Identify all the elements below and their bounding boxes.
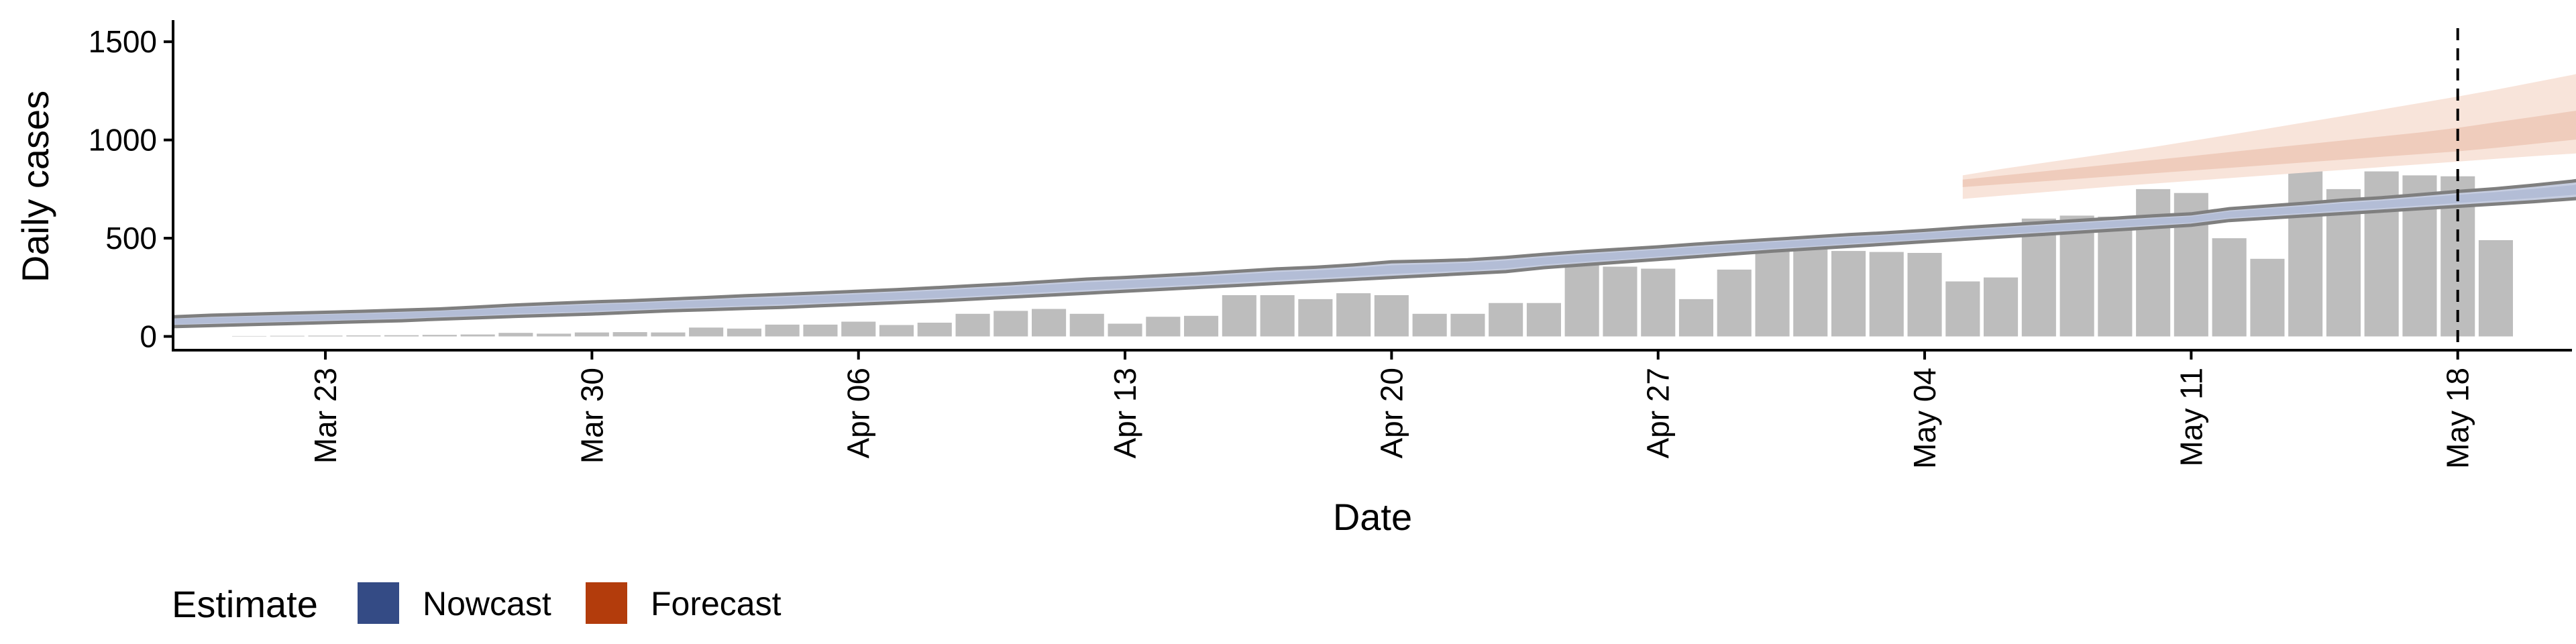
bar	[346, 335, 381, 337]
y-tick-label: 0	[140, 319, 157, 354]
bar	[689, 327, 724, 337]
bar	[1907, 253, 1942, 337]
bar	[2098, 216, 2133, 337]
bar	[498, 333, 533, 337]
bar	[2288, 163, 2323, 337]
bar	[1032, 309, 1067, 337]
legend-title: Estimate	[172, 583, 318, 625]
legend: Estimate Nowcast Forecast	[172, 582, 782, 625]
bar	[727, 328, 761, 337]
bar	[537, 333, 572, 337]
bar	[1222, 295, 1256, 337]
x-axis-title: Date	[1333, 496, 1412, 538]
bar	[917, 323, 952, 337]
bar	[1450, 313, 1485, 337]
bar	[955, 313, 990, 337]
bar	[1374, 295, 1409, 337]
x-tick-label: Apr 13	[1108, 368, 1142, 459]
x-tick-label: Mar 30	[574, 368, 609, 464]
x-tick-label: Apr 27	[1641, 368, 1676, 459]
bar	[270, 335, 305, 337]
bar	[2250, 258, 2285, 337]
x-tick-label: Apr 06	[841, 368, 876, 459]
bar	[1069, 313, 1104, 337]
bar	[1564, 256, 1599, 337]
bar	[612, 332, 647, 337]
plot-area	[172, 28, 2576, 350]
nowcast-upper-line	[172, 178, 2576, 319]
legend-swatch-nowcast	[358, 582, 399, 624]
bar	[2212, 238, 2247, 337]
bar	[1184, 315, 1219, 337]
forecast-inner-band	[1962, 111, 2576, 187]
legend-label-forecast: Forecast	[651, 585, 782, 623]
y-tick-label: 1500	[89, 24, 157, 59]
bar	[1336, 293, 1371, 337]
nowcast-lower-line	[172, 197, 2576, 329]
x-tick-label: Apr 20	[1374, 368, 1409, 459]
bar	[1831, 251, 1866, 337]
bar	[841, 321, 876, 337]
legend-swatch-forecast	[586, 582, 627, 624]
x-ticks: Mar 23 Mar 30 Apr 06 Apr 13 Apr 20 Apr 27 May …	[308, 350, 2475, 469]
bar	[1678, 299, 1713, 337]
x-tick-label: May 18	[2440, 368, 2475, 469]
y-axis-title: Daily cases	[14, 91, 56, 282]
bar	[1793, 248, 1828, 337]
bar	[1260, 295, 1295, 337]
bar	[1412, 313, 1447, 337]
bar	[651, 332, 686, 337]
y-tick-label: 500	[105, 221, 157, 256]
bar	[1489, 303, 1523, 337]
bar	[1526, 303, 1561, 337]
bar	[765, 324, 800, 337]
bar	[1717, 269, 1752, 337]
x-tick-label: Mar 23	[308, 368, 343, 464]
bar	[1945, 281, 1980, 337]
nowcast-band	[173, 180, 2576, 327]
axes: 0 500 1000 1500 Mar 23 Mar 30 Apr 06 Apr 13 Apr…	[14, 20, 2572, 538]
bar	[2136, 189, 2171, 337]
bar	[1298, 299, 1333, 337]
bar	[384, 335, 419, 337]
bar	[1641, 268, 1676, 337]
bar	[232, 335, 267, 337]
x-tick-label: May 11	[2174, 368, 2208, 466]
bar	[308, 335, 343, 337]
bar	[2059, 215, 2094, 337]
y-ticks: 0 500 1000 1500	[89, 24, 173, 354]
x-tick-label: May 04	[1907, 368, 1942, 469]
bar	[1755, 244, 1790, 337]
bar	[803, 324, 838, 337]
bar	[460, 334, 495, 337]
bar	[1869, 252, 1904, 337]
bar	[994, 311, 1028, 337]
bar	[879, 325, 914, 337]
legend-label-nowcast: Nowcast	[423, 585, 551, 623]
y-tick-label: 1000	[89, 123, 157, 158]
bar	[1146, 317, 1181, 337]
bar	[574, 332, 609, 337]
bar	[1108, 323, 1142, 337]
bar	[2021, 218, 2056, 337]
bar	[1984, 277, 2019, 337]
bar	[2478, 240, 2513, 337]
bar	[1603, 266, 1638, 337]
bar	[422, 335, 457, 337]
